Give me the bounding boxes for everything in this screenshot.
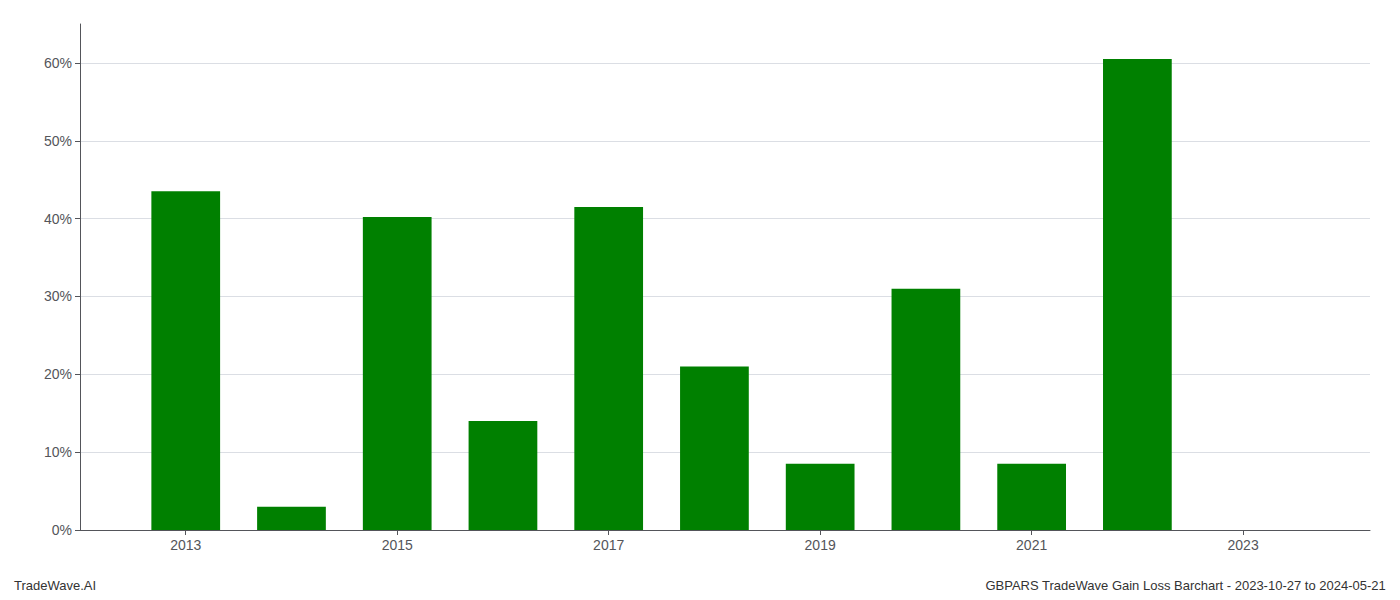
svg-text:TradeWave.AI: TradeWave.AI [14,578,96,593]
svg-text:2015: 2015 [382,537,413,553]
svg-text:2019: 2019 [805,537,836,553]
svg-text:2013: 2013 [170,537,201,553]
svg-text:0%: 0% [52,522,72,538]
svg-text:2023: 2023 [1228,537,1259,553]
svg-text:30%: 30% [44,288,72,304]
svg-text:2017: 2017 [593,537,624,553]
svg-text:40%: 40% [44,211,72,227]
svg-text:2021: 2021 [1016,537,1047,553]
svg-text:60%: 60% [44,55,72,71]
svg-text:10%: 10% [44,444,72,460]
svg-text:GBPARS TradeWave Gain Loss Bar: GBPARS TradeWave Gain Loss Barchart - 20… [985,578,1385,593]
svg-text:50%: 50% [44,133,72,149]
svg-text:20%: 20% [44,366,72,382]
